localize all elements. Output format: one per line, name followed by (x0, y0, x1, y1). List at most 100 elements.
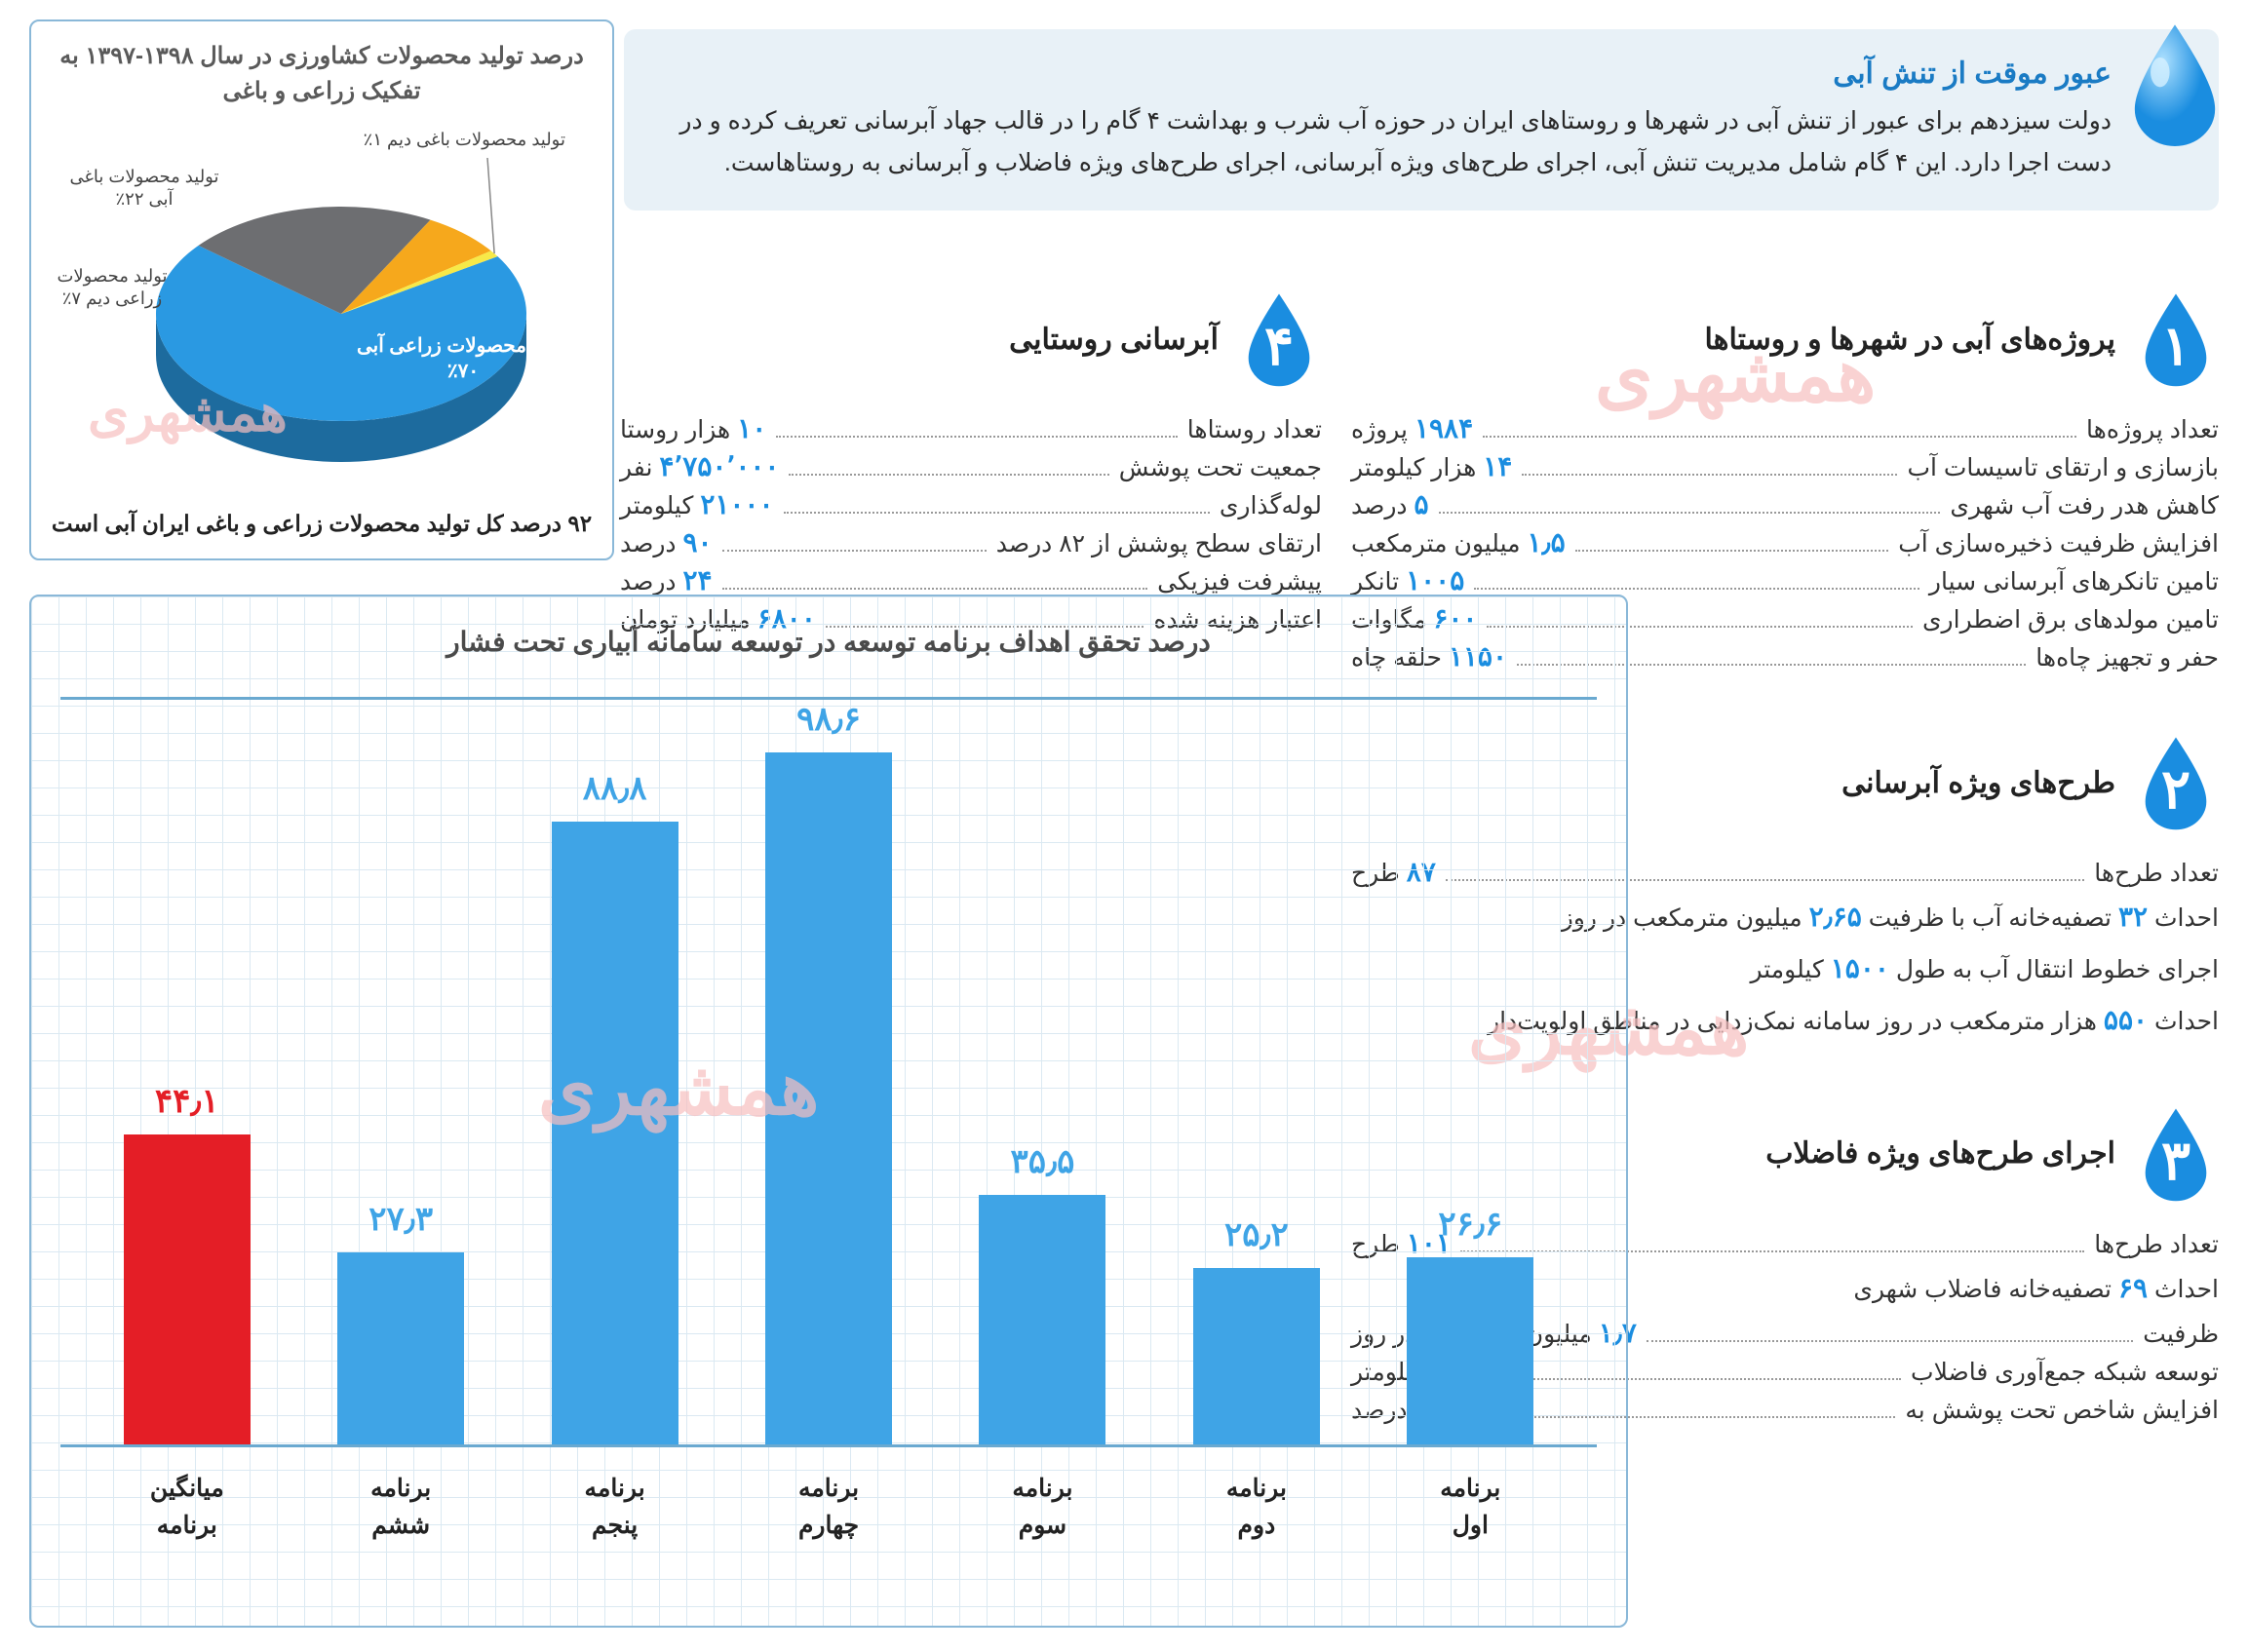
bar-rect (337, 1252, 464, 1444)
pie-label-70pct: تولید محصولات زراعی آبی ۷۰٪ (341, 333, 585, 384)
stat-label: ظرفیت (2143, 1320, 2219, 1349)
stat-row: تعداد پروژه‌ها ۱۹۸۴ پروژه (1351, 409, 2219, 447)
pie-label-1pct: تولید محصولات باغی دیم ۱٪ (351, 129, 565, 151)
bar-labels: برنامهاول برنامهدوم برنامهسوم برنامهچهارم بر… (60, 1471, 1597, 1544)
pie-chart-box: درصد تولید محصولات کشاورزی در سال ۱۳۹۸-۱… (29, 19, 614, 560)
pie-label-22pct: تولید محصولات باغی آبی ۲۲٪ (66, 166, 222, 211)
stat-value: ۱۰ هزار روستا (620, 412, 766, 444)
bar-item: ۸۸٫۸ (532, 769, 698, 1444)
stat-label: تامین مولدهای برق اضطراری (1922, 605, 2219, 634)
drop-badge-3: ۳ (2133, 1105, 2219, 1203)
drop-badge-1: ۱ (2133, 290, 2219, 388)
section-4-head: ۴ آبرسانی روستایی (620, 290, 1322, 388)
bar-label: برنامهپنجم (532, 1471, 698, 1544)
stat-dots (1483, 436, 2076, 438)
section-1-head: ۱ پروژه‌های آبی در شهرها و روستاها (1351, 290, 2219, 388)
bar-item: ۲۵٫۲ (1174, 1215, 1339, 1444)
stat-label: افزایش شاخص تحت پوشش به (1905, 1396, 2219, 1425)
bar-label: برنامهدوم (1174, 1471, 1339, 1544)
stat-label: لوله‌گذاری (1220, 491, 1322, 520)
stat-value: ۲۴ درصد (620, 564, 713, 596)
header-title: عبور موقت از تنش آبی (663, 57, 2112, 91)
stat-row: تعداد روستاها ۱۰ هزار روستا (620, 409, 1322, 447)
bar-rect (552, 822, 678, 1444)
bar-rect (124, 1134, 251, 1444)
bar-value: ۴۴٫۱ (155, 1082, 219, 1121)
stat-dots (1647, 1340, 2133, 1342)
section-4-title: آبرسانی روستایی (1009, 323, 1219, 357)
pie-label-7pct: تولید محصولات زراعی دیم ۷٪ (49, 265, 175, 311)
stat-label: پیشرفت فیزیکی (1157, 567, 1322, 596)
stat-row: لوله‌گذاری ۲۱۰۰۰ کیلومتر (620, 485, 1322, 523)
stat-value: ۴٬۷۵۰٬۰۰۰ نفر (620, 450, 779, 482)
water-drop-icon (2121, 19, 2229, 146)
stat-dots (789, 474, 1108, 476)
stat-dots (1439, 512, 1941, 514)
stat-row: افزایش ظرفیت ذخیره‌سازی آب ۱٫۵ میلیون مت… (1351, 523, 2219, 561)
section-3-title: اجرای طرح‌های ویژه فاضلاب (1765, 1136, 2115, 1171)
bar-label: برنامهششم (318, 1471, 484, 1544)
bar-item: ۲۶٫۶ (1387, 1205, 1553, 1444)
bar-label: برنامهسوم (959, 1471, 1125, 1544)
stat-value: ۱۰۰۵ تانکر (1351, 564, 1464, 596)
stat-label: تعداد طرح‌ها (2094, 1230, 2219, 1259)
bar-label: برنامهچهارم (746, 1471, 911, 1544)
stat-value: ۵ درصد (1351, 488, 1429, 520)
stat-value: ۲۱۰۰۰ کیلومتر (620, 488, 774, 520)
bar-rect (765, 752, 892, 1444)
bar-chart: ۲۶٫۶ ۲۵٫۲ ۳۵٫۵ ۹۸٫۶ ۸۸٫۸ ۲۷٫۳ ۴۴٫۱ (60, 697, 1597, 1447)
bar-value: ۲۶٫۶ (1438, 1205, 1502, 1244)
stat-value: ۱۴ هزار کیلومتر (1351, 450, 1512, 482)
bar-value: ۳۵٫۵ (1011, 1142, 1075, 1181)
bar-item: ۲۷٫۳ (318, 1200, 484, 1444)
bar-value: ۲۷٫۳ (368, 1200, 433, 1239)
stat-label: تعداد روستاها (1187, 415, 1322, 444)
bar-chart-box: درصد تحقق اهداف برنامه توسعه در توسعه سا… (29, 595, 1628, 1628)
stat-dots (722, 550, 987, 552)
bar-label: میانگینبرنامه (104, 1471, 270, 1544)
stat-dots (784, 512, 1210, 514)
bar-value: ۹۸٫۶ (796, 700, 861, 739)
section-2-title: طرح‌های ویژه آبرسانی (1841, 766, 2115, 800)
stat-value: ۱۹۸۴ پروژه (1351, 412, 1473, 444)
stat-label: افزایش ظرفیت ذخیره‌سازی آب (1898, 529, 2219, 558)
stat-value: ۱٫۵ میلیون مترمکعب (1351, 526, 1566, 558)
pie-title: درصد تولید محصولات کشاورزی در سال ۱۳۹۸-۱… (49, 39, 595, 109)
bar-label: برنامهاول (1387, 1471, 1553, 1544)
bar-item: ۳۵٫۵ (959, 1142, 1125, 1444)
stat-row: کاهش هدر رفت آب شهری ۵ درصد (1351, 485, 2219, 523)
stat-dots (776, 436, 1178, 438)
bar-item: ۹۸٫۶ (746, 700, 911, 1444)
bar-value: ۸۸٫۸ (583, 769, 647, 808)
drop-badge-2: ۲ (2133, 734, 2219, 831)
pie-chart: تولید محصولات باغی دیم ۱٪ تولید محصولات … (49, 119, 595, 499)
pie-caption: ۹۲ درصد کل تولید محصولات زراعی و باغی ای… (49, 511, 595, 537)
header-box: عبور موقت از تنش آبی دولت سیزدهم برای عب… (624, 29, 2219, 211)
stat-label: توسعه شبکه جمع‌آوری فاضلاب (1911, 1358, 2219, 1387)
drop-badge-4: ۴ (1236, 290, 1322, 388)
stat-label: بازسازی و ارتقای تاسیسات آب (1907, 453, 2219, 482)
bar-rect (1193, 1268, 1320, 1444)
stat-label: کاهش هدر رفت آب شهری (1950, 491, 2219, 520)
stat-row: ارتقای سطح پوشش از ۸۲ درصد ۹۰ درصد (620, 523, 1322, 561)
bar-value: ۲۵٫۲ (1224, 1215, 1289, 1254)
stat-label: حفر و تجهیز چاه‌ها (2035, 643, 2219, 672)
section-4-column: ۴ آبرسانی روستایی تعداد روستاها ۱۰ هزار … (620, 263, 1322, 637)
stat-dots (722, 588, 1147, 590)
stat-value: ۹۰ درصد (620, 526, 713, 558)
stat-dots (1522, 474, 1897, 476)
header-body: دولت سیزدهم برای عبور از تنش آبی در شهره… (663, 100, 2112, 183)
stat-label: تامین تانکرهای آبرسانی سیار (1929, 567, 2219, 596)
stat-label: جمعیت تحت پوشش (1119, 453, 1322, 482)
bar-rect (979, 1195, 1105, 1444)
stat-dots (1575, 550, 1889, 552)
stat-row: بازسازی و ارتقای تاسیسات آب ۱۴ هزار کیلو… (1351, 447, 2219, 485)
section-1-title: پروژه‌های آبی در شهرها و روستاها (1705, 323, 2115, 357)
bar-title: درصد تحقق اهداف برنامه توسعه در توسعه سا… (60, 626, 1597, 658)
stat-label: تعداد طرح‌ها (2094, 859, 2219, 888)
stat-label: تعداد پروژه‌ها (2086, 415, 2219, 444)
bar-item: ۴۴٫۱ (104, 1082, 270, 1444)
stat-dots (1474, 588, 1919, 590)
stat-row: جمعیت تحت پوشش ۴٬۷۵۰٬۰۰۰ نفر (620, 447, 1322, 485)
stat-label: ارتقای سطح پوشش از ۸۲ درصد (996, 529, 1322, 558)
